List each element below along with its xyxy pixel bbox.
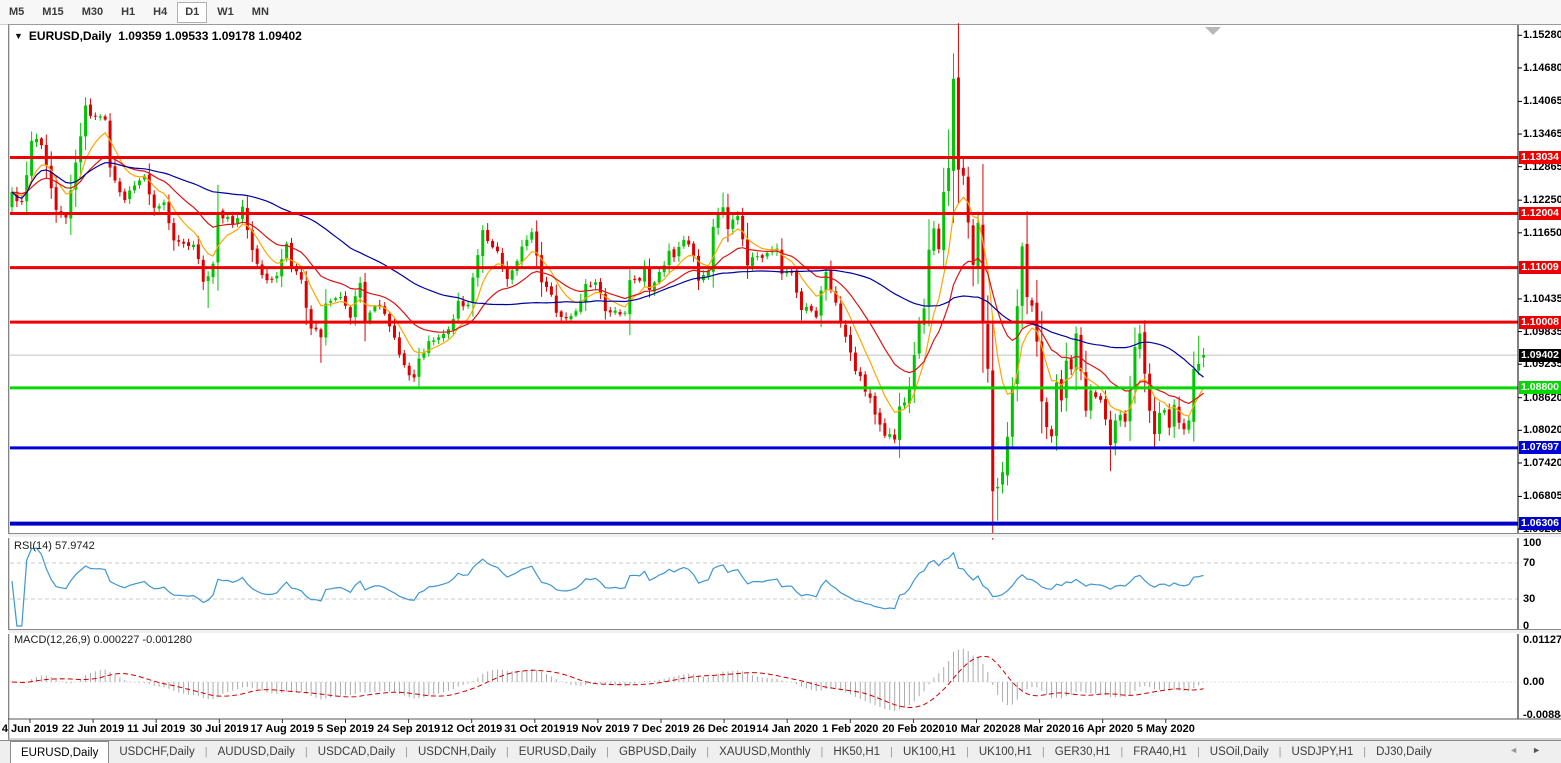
timeframe-button-H4[interactable]: H4: [153, 5, 168, 18]
rsi-macd-divider[interactable]: [8, 629, 1561, 634]
date-axis-label: 7 Dec 2019: [632, 723, 690, 735]
symbol-tab-bar: EURUSD,Daily USDCHF,Daily | AUDUSD,Daily | US…: [0, 740, 1561, 763]
symbol-tab-USDJPY-H1[interactable]: USDJPY,H1: [1291, 746, 1354, 758]
chart-dropdown-icon[interactable]: ▼: [14, 31, 23, 41]
timeframe-button-M15[interactable]: M15: [42, 5, 64, 18]
price-axis-tick-label: 1.13465: [1523, 128, 1561, 141]
tab-separator: |: [505, 746, 509, 758]
symbol-tab-DJ30-Daily[interactable]: DJ30,Daily: [1376, 746, 1432, 758]
rsi-axis-tick-label: 30: [1523, 593, 1536, 605]
price-axis-tick-label: 1.15280: [1523, 29, 1561, 42]
date-axis-label: 20 Feb 2020: [882, 723, 945, 735]
date-axis-label: 19 Nov 2019: [566, 723, 630, 735]
date-axis-label: 5 May 2020: [1136, 723, 1195, 735]
chart-window[interactable]: [8, 24, 1561, 740]
price-axis-tick-label: 1.12250: [1523, 194, 1561, 207]
date-axis-label: 24 Sep 2019: [377, 723, 441, 735]
rsi-indicator-label: RSI(14) 57.9742: [14, 540, 95, 552]
date-axis-label: 30 Jul 2019: [189, 723, 249, 735]
date-axis-label: 16 Apr 2020: [1072, 723, 1134, 735]
date-axis-label: 5 Sep 2019: [317, 723, 374, 735]
date-axis-label: 1 Feb 2020: [822, 723, 879, 735]
tab-separator: |: [1041, 746, 1045, 758]
date-axis-label: 10 Mar 2020: [945, 723, 1008, 735]
symbol-tab-USDCHF-Daily[interactable]: USDCHF,Daily: [119, 746, 195, 758]
date-axis-label: 22 Jun 2019: [61, 723, 125, 735]
symbol-tab-GER30-H1[interactable]: GER30,H1: [1054, 746, 1111, 758]
macd-axis-tick-label: 0.011277: [1523, 634, 1561, 647]
tab-separator: |: [820, 746, 824, 758]
macd-indicator-label: MACD(12,26,9) 0.000227 -0.001280: [14, 634, 192, 646]
level-price-tag: 1.07697: [1519, 441, 1561, 455]
level-price-tag: 1.08800: [1519, 381, 1561, 395]
symbol-tab-USDCNH-Daily[interactable]: USDCNH,Daily: [417, 746, 496, 758]
price-axis-tick-label: 1.08020: [1523, 424, 1561, 437]
timeframe-button-D1[interactable]: D1: [177, 1, 208, 23]
price-axis-tick-label: 1.14680: [1523, 61, 1561, 74]
price-axis-tick-label: 1.14065: [1523, 95, 1561, 108]
rsi-axis-tick-label: 70: [1523, 557, 1536, 569]
chart-title: ▼ EURUSD,Daily 1.09359 1.09533 1.09178 1.…: [14, 29, 302, 43]
symbol-tab-USOil-Daily[interactable]: USOil,Daily: [1209, 746, 1269, 758]
tab-separator: |: [204, 746, 208, 758]
tab-separator: |: [606, 746, 609, 758]
timeframe-button-H1[interactable]: H1: [121, 5, 136, 18]
tab-separator: |: [890, 746, 893, 758]
chart-ohlc-values: 1.09359 1.09533 1.09178 1.09402: [118, 29, 302, 43]
symbol-tab-FRA40-H1[interactable]: FRA40,H1: [1133, 746, 1187, 758]
level-price-tag: 1.11009: [1519, 261, 1561, 275]
rsi-axis-tick-label: 0: [1523, 620, 1530, 632]
price-axis-tick-label: 1.11650: [1523, 226, 1561, 239]
tab-separator: |: [1120, 746, 1124, 758]
date-axis-label: 12 Oct 2019: [441, 723, 503, 735]
date-axis-label: 17 Aug 2019: [250, 723, 315, 735]
tab-separator: |: [706, 746, 710, 758]
symbol-tab-XAUUSD-Monthly[interactable]: XAUUSD,Monthly: [719, 746, 811, 758]
symbol-tab-UK100-H1[interactable]: UK100,H1: [978, 746, 1032, 758]
symbol-tab-AUDUSD-Daily[interactable]: AUDUSD,Daily: [217, 746, 295, 758]
chart-shift-marker-icon[interactable]: [1205, 27, 1221, 35]
level-price-tag: 1.12004: [1519, 207, 1561, 221]
tab-scroll-left-icon[interactable]: ◄: [1509, 745, 1533, 755]
date-axis-label: 14 Jan 2020: [756, 723, 819, 735]
macd-axis-tick-label: 0.00: [1523, 676, 1545, 688]
macd-axis-tick-label: -0.00884: [1523, 708, 1561, 721]
timeframe-button-M5[interactable]: M5: [9, 5, 25, 18]
timeframe-button-MN[interactable]: MN: [251, 5, 269, 18]
price-axis-tick-label: 1.06805: [1523, 490, 1561, 503]
level-price-tag: 1.06306: [1519, 517, 1561, 531]
date-axis-label: 31 Oct 2019: [504, 723, 566, 735]
date-axis-label: 28 Mar 2020: [1008, 723, 1071, 735]
tab-scroll-right-icon[interactable]: ►: [1532, 745, 1555, 755]
chart-symbol-label: EURUSD,Daily: [28, 29, 112, 43]
tab-separator: |: [405, 746, 408, 758]
tab-separator: |: [1196, 746, 1200, 758]
price-axis-tick-label: 1.08620: [1523, 391, 1561, 404]
timeframe-button-W1[interactable]: W1: [217, 5, 234, 18]
price-rsi-divider[interactable]: [8, 533, 1561, 538]
date-axis-label: 4 Jun 2019: [1, 723, 59, 735]
symbol-tab-GBPUSD-Daily[interactable]: GBPUSD,Daily: [618, 746, 697, 758]
rsi-axis-tick-label: 100: [1523, 537, 1542, 549]
level-price-tag: 1.13034: [1519, 151, 1561, 164]
price-axis-tick-label: 1.10435: [1523, 292, 1561, 305]
timeframe-button-M30[interactable]: M30: [81, 5, 104, 18]
symbol-tab-UK100-H1[interactable]: UK100,H1: [902, 746, 956, 758]
date-axis-label: 11 Jul 2019: [127, 723, 186, 735]
tab-separator: |: [304, 746, 308, 758]
tab-separator: |: [966, 746, 969, 758]
date-axis-label: 26 Dec 2019: [692, 723, 756, 735]
symbol-tab-USDCAD-Daily[interactable]: USDCAD,Daily: [317, 746, 396, 758]
tab-separator: |: [1278, 746, 1282, 758]
level-price-tag: 1.10008: [1519, 315, 1561, 329]
symbol-tab-EURUSD-Daily[interactable]: EURUSD,Daily: [518, 746, 597, 758]
symbol-tab-HK50-H1[interactable]: HK50,H1: [833, 746, 881, 758]
symbol-tab-EURUSD-Daily[interactable]: EURUSD,Daily: [10, 741, 110, 763]
tab-scroll-arrows: ◄►: [1509, 745, 1555, 755]
current-price-tag: 1.09402: [1519, 348, 1561, 362]
tab-separator: |: [1363, 746, 1367, 758]
price-axis-tick-label: 1.07420: [1523, 456, 1561, 469]
